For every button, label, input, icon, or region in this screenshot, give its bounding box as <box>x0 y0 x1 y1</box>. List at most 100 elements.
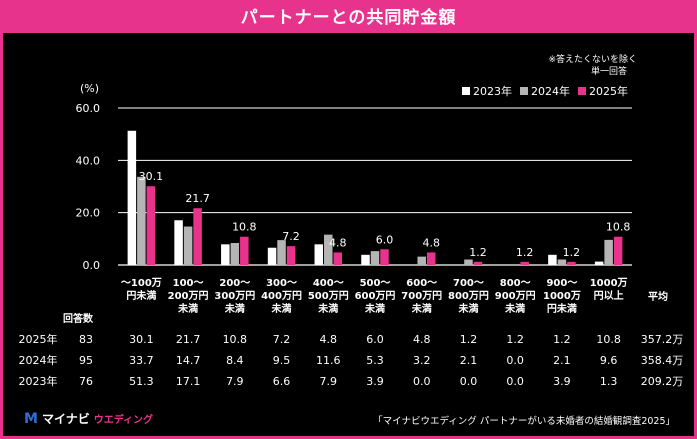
bar-2024 <box>277 240 286 265</box>
note-line-2: 単一回答 <box>590 67 627 77</box>
table-average-cell: 209.2万 <box>641 375 684 388</box>
logo-mark-icon: M <box>24 410 38 427</box>
bar-2023 <box>267 247 277 265</box>
table-cell: 33.7 <box>129 354 154 367</box>
bar-2023 <box>314 244 324 265</box>
y-tick-label: 20.0 <box>76 207 101 220</box>
x-tick-label: 未満 <box>457 302 478 315</box>
data-label: 7.2 <box>282 230 300 243</box>
bar-2025 <box>613 236 623 265</box>
x-tick-label: 円未満 <box>547 302 577 315</box>
table-header-average: 平均 <box>648 290 668 303</box>
bar-2023 <box>548 254 557 265</box>
data-label: 30.1 <box>139 170 164 183</box>
table-cell: 0.0 <box>413 375 431 388</box>
table-cell: 17.1 <box>176 375 201 388</box>
bar-2024 <box>557 259 567 265</box>
x-tick-label: 未満 <box>177 302 198 315</box>
bar-2025 <box>520 261 529 265</box>
legend-label-2025: 2025年 <box>589 85 628 98</box>
table-cell: 0.0 <box>460 375 478 388</box>
x-tick-label: 未満 <box>411 302 432 315</box>
data-label: 6.0 <box>376 233 394 246</box>
bar-2024 <box>137 176 146 265</box>
x-tick-label: 600〜 <box>406 278 437 289</box>
legend-label-2024: 2024年 <box>531 85 570 98</box>
x-tick-label: 1000万 <box>590 277 628 289</box>
x-tick-label: 500〜 <box>360 278 391 289</box>
bar-2023 <box>361 254 370 265</box>
table-average-cell: 358.4万 <box>641 354 684 367</box>
x-tick-label: 700万円 <box>401 290 442 302</box>
table-cell: 7.2 <box>273 333 291 346</box>
x-tick-label: 200万円 <box>168 290 209 302</box>
table-cell: 21.7 <box>176 333 201 346</box>
x-tick-label: 700〜 <box>453 278 484 289</box>
legend-item-2023: 2023年 <box>462 83 512 99</box>
bar-2023 <box>127 130 137 265</box>
bar-2025 <box>473 261 483 265</box>
logo-text: マイナビ <box>41 412 90 426</box>
table-count-cell: 95 <box>79 354 93 367</box>
bar-2025 <box>240 236 249 265</box>
data-label: 10.8 <box>606 221 631 234</box>
y-axis-unit: (%) <box>80 82 100 95</box>
table-cell: 11.6 <box>316 354 341 367</box>
x-tick-label: 900〜 <box>546 278 577 289</box>
table-cell: 30.1 <box>129 333 154 346</box>
table-cell: 1.3 <box>600 375 618 388</box>
table-cell: 3.2 <box>413 354 431 367</box>
x-tick-label: 300〜 <box>266 278 297 289</box>
table-cell: 5.3 <box>366 354 384 367</box>
x-tick-label: 900万円 <box>495 290 536 302</box>
legend-item-2025: 2025年 <box>578 83 628 99</box>
y-tick-label: 40.0 <box>76 154 101 167</box>
bar-2025 <box>286 246 296 265</box>
bar-2023 <box>174 220 183 265</box>
x-tick-label: 200〜 <box>219 278 250 289</box>
source-note: 「マイナビウエディング パートナーがいる未婚者の結婚観調査2025」 <box>373 416 675 427</box>
legend-label-2023: 2023年 <box>473 85 512 98</box>
table-cell: 0.0 <box>506 375 524 388</box>
bar-2024 <box>464 259 473 265</box>
bar-2025 <box>146 186 156 265</box>
table-cell: 1.2 <box>553 333 571 346</box>
x-tick-label: 400〜 <box>313 278 344 289</box>
logo-subtext: ウエディング <box>93 415 154 426</box>
table-cell: 3.9 <box>553 375 571 388</box>
x-tick-label: 400万円 <box>261 290 302 302</box>
table-cell: 3.9 <box>366 375 384 388</box>
x-tick-label: 未満 <box>317 302 338 315</box>
table-average-cell: 357.2万 <box>641 333 684 346</box>
table-cell: 1.2 <box>506 333 524 346</box>
table-cell: 2.1 <box>553 354 571 367</box>
table-cell: 4.8 <box>320 333 338 346</box>
table-header-count: 回答数 <box>63 312 94 325</box>
x-tick-label: 未満 <box>364 302 385 315</box>
bar-2024 <box>370 251 380 265</box>
table-cell: 0.0 <box>506 354 524 367</box>
x-tick-label: 600万円 <box>355 290 396 302</box>
data-label: 4.8 <box>422 236 440 249</box>
x-tick-label: 500万円 <box>308 290 349 302</box>
table-cell: 7.9 <box>320 375 338 388</box>
y-tick-label: 0.0 <box>83 259 101 272</box>
bar-2025 <box>426 252 436 265</box>
bar-2023 <box>221 244 230 265</box>
x-tick-label: 未満 <box>504 302 525 315</box>
table-row-label: 2024年 <box>19 353 58 367</box>
x-tick-label: 800〜 <box>500 278 531 289</box>
x-tick-label: 未満 <box>271 302 292 315</box>
legend-swatch-2025 <box>578 87 586 95</box>
bar-2024 <box>417 256 426 265</box>
legend-swatch-2024 <box>520 87 528 95</box>
x-tick-label: 100〜 <box>173 278 204 289</box>
data-label: 1.2 <box>469 246 487 259</box>
brand-logo: M マイナビ ウエディング <box>24 410 153 427</box>
table-cell: 8.4 <box>226 354 244 367</box>
x-tick-label: 未満 <box>224 302 245 315</box>
table-cell: 4.8 <box>413 333 431 346</box>
x-tick-label: 〜100万 <box>121 277 162 289</box>
data-label: 21.7 <box>185 192 210 205</box>
table-cell: 6.0 <box>366 333 384 346</box>
